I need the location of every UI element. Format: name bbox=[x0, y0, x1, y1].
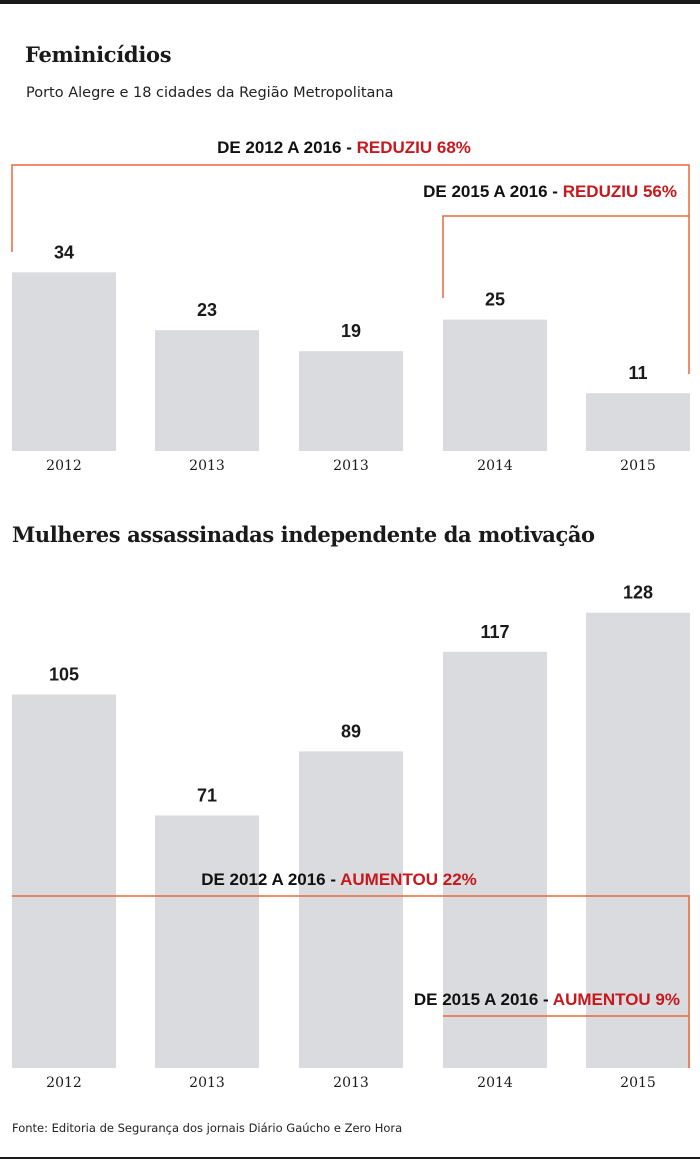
category-label-4: 2015 bbox=[620, 458, 656, 474]
annotation-2015-2016-period: DE 2015 A 2016 - bbox=[414, 990, 553, 1009]
feminicidios-chart: 34 2012 23 2013 19 2013 25 2014 11 2015 DE 2012 A … bbox=[11, 138, 690, 474]
annotation-2015-2016-period: DE 2015 A 2016 - bbox=[423, 182, 563, 201]
value-label-3: 117 bbox=[480, 622, 509, 642]
bar-2 bbox=[299, 351, 403, 451]
annotation-2012-2016: DE 2012 A 2016 - AUMENTOU 22% bbox=[201, 870, 477, 889]
category-label-1: 2013 bbox=[189, 1075, 225, 1091]
bars bbox=[12, 272, 690, 451]
bracket-2015-2016 bbox=[442, 215, 689, 298]
category-label-2: 2013 bbox=[333, 1075, 369, 1091]
bar-0 bbox=[12, 272, 116, 451]
bar-2 bbox=[299, 751, 403, 1068]
category-label-1: 2013 bbox=[189, 458, 225, 474]
source-note: Fonte: Editoria de Segurança dos jornais… bbox=[12, 1121, 403, 1135]
value-label-1: 23 bbox=[197, 300, 217, 320]
bracket-2012-2016 bbox=[12, 895, 690, 1068]
annotation-2015-2016: DE 2015 A 2016 - REDUZIU 56% bbox=[423, 182, 677, 201]
bars bbox=[12, 612, 690, 1068]
value-label-2: 89 bbox=[341, 721, 361, 741]
bar-0 bbox=[12, 694, 116, 1068]
category-label-3: 2014 bbox=[477, 1075, 513, 1091]
value-label-2: 19 bbox=[341, 321, 361, 341]
value-label-0: 105 bbox=[49, 665, 79, 685]
annotation-2015-2016-change: REDUZIU 56% bbox=[563, 182, 677, 201]
annotation-2012-2016-change: REDUZIU 68% bbox=[357, 138, 471, 157]
top-rule bbox=[0, 0, 700, 4]
category-label-0: 2012 bbox=[46, 458, 82, 474]
annotation-2012-2016-period: DE 2012 A 2016 - bbox=[217, 138, 357, 157]
bar-1 bbox=[155, 815, 259, 1068]
category-label-4: 2015 bbox=[620, 1075, 656, 1091]
value-label-3: 25 bbox=[485, 290, 505, 310]
value-label-1: 71 bbox=[197, 785, 217, 805]
value-label-4: 11 bbox=[628, 363, 647, 383]
annotation-2015-2016: DE 2015 A 2016 - AUMENTOU 9% bbox=[414, 990, 680, 1009]
category-label-0: 2012 bbox=[46, 1075, 82, 1091]
category-label-2: 2013 bbox=[333, 458, 369, 474]
annotation-2012-2016: DE 2012 A 2016 - REDUZIU 68% bbox=[217, 138, 471, 157]
bar-3 bbox=[443, 319, 547, 451]
bar-4 bbox=[586, 393, 690, 451]
bar-4 bbox=[586, 612, 690, 1068]
bar-3 bbox=[443, 651, 547, 1068]
value-label-4: 128 bbox=[623, 583, 653, 603]
chart2-title: Mulheres assassinadas independente da mo… bbox=[12, 522, 595, 547]
mulheres-assassinadas-chart: 105 2012 71 2013 89 2013 117 2014 128 2015 DE 2012… bbox=[12, 583, 690, 1091]
annotation-2012-2016-period: DE 2012 A 2016 - bbox=[201, 870, 340, 889]
bottom-rule bbox=[0, 1157, 700, 1159]
category-label-3: 2014 bbox=[477, 458, 513, 474]
bracket-2012-2016 bbox=[11, 164, 690, 374]
value-label-0: 34 bbox=[54, 242, 74, 262]
annotation-2015-2016-change: AUMENTOU 9% bbox=[553, 990, 680, 1009]
bar-1 bbox=[155, 330, 259, 451]
annotation-2012-2016-change: AUMENTOU 22% bbox=[340, 870, 477, 889]
chart1-subtitle: Porto Alegre e 18 cidades da Região Metr… bbox=[26, 85, 394, 101]
chart1-title: Feminicídios bbox=[25, 42, 172, 67]
